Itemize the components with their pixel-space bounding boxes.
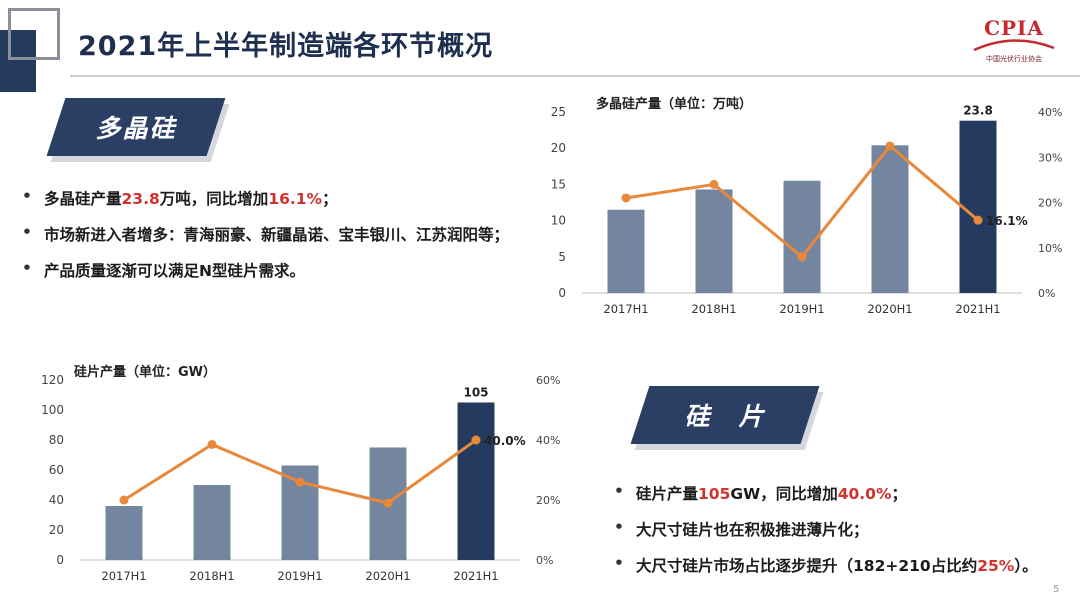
bar	[105, 506, 143, 560]
polysilicon-chart: 多晶硅产量（单位：万吨） 0 5 10 15 20 25 0% 10% 20% 30% 40% 2017…	[551, 96, 1063, 316]
y-tick-label: 20	[49, 523, 64, 537]
line-point	[885, 141, 895, 151]
bar	[607, 209, 645, 293]
x-tick-label: 2018H1	[691, 302, 736, 316]
logo-swoosh-icon	[973, 39, 1055, 52]
y2-tick-label: 30%	[1038, 151, 1062, 164]
wafer-chart: 硅片产量（单位：GW） 0 20 40 60 80 100 120 0% 20% 40% 60% 201…	[41, 364, 560, 583]
y-tick-label: 100	[41, 403, 64, 417]
bar-value-label: 23.8	[963, 104, 993, 118]
x-tick-label: 2020H1	[867, 302, 912, 316]
x-tick-label: 2019H1	[277, 569, 322, 583]
y-tick-label: 60	[49, 463, 64, 477]
x-tick-label: 2018H1	[189, 569, 234, 583]
wafer-bullets: 硅片产量105GW，同比增加40.0%； 大尺寸硅片也在积极推进薄片化； 大尺寸…	[614, 482, 1038, 576]
y2-tick-label: 0%	[1038, 287, 1055, 300]
list-item: 多晶硅产量23.8万吨，同比增加16.1%；	[22, 187, 509, 209]
y-tick-label: 5	[558, 250, 566, 264]
list-item: 产品质量逐渐可以满足N型硅片需求。	[22, 259, 509, 281]
polysilicon-banner: 多晶硅	[46, 98, 226, 156]
bar	[457, 402, 495, 560]
bar	[783, 180, 821, 293]
header-decor-block	[0, 30, 36, 92]
line-point	[797, 252, 807, 262]
line-value-label: 40.0%	[484, 434, 526, 448]
line-point	[709, 179, 719, 189]
x-tick-label: 2020H1	[365, 569, 410, 583]
polysilicon-bullets: 多晶硅产量23.8万吨，同比增加16.1%； 市场新进入者增多：青海丽豪、新疆晶…	[22, 187, 509, 281]
chart-title: 硅片产量（单位：GW）	[74, 364, 216, 380]
y-tick-label: 20	[551, 141, 566, 155]
y-tick-label: 120	[41, 373, 64, 387]
y-tick-label: 0	[56, 553, 64, 567]
list-item: 硅片产量105GW，同比增加40.0%；	[614, 482, 1038, 504]
logo-subtitle: 中国光伏行业协会	[986, 55, 1042, 63]
line-point	[295, 477, 305, 487]
bar	[871, 145, 909, 293]
y2-tick-label: 10%	[1038, 242, 1062, 255]
bar	[695, 189, 733, 293]
list-item: 大尺寸硅片也在积极推进薄片化；	[614, 518, 1038, 540]
line-value-label: 16.1%	[986, 214, 1028, 228]
y2-tick-label: 60%	[536, 374, 560, 387]
line-point	[207, 440, 217, 449]
polysilicon-banner-label: 多晶硅	[95, 114, 177, 143]
y-tick-label: 15	[551, 177, 566, 191]
bar-value-label: 105	[463, 386, 488, 400]
x-tick-label: 2019H1	[779, 302, 824, 316]
wafer-banner-label: 硅 片	[684, 402, 766, 431]
bar	[193, 485, 231, 560]
chart-title: 多晶硅产量（单位：万吨）	[596, 96, 752, 112]
line-point	[383, 498, 393, 508]
header-divider	[70, 75, 1080, 77]
y2-tick-label: 20%	[536, 494, 560, 507]
x-tick-label: 2021H1	[453, 569, 498, 583]
y-tick-label: 80	[49, 433, 64, 447]
y2-tick-label: 40%	[1038, 106, 1062, 119]
x-tick-label: 2017H1	[603, 302, 648, 316]
x-tick-label: 2017H1	[101, 569, 146, 583]
x-tick-label: 2021H1	[955, 302, 1000, 316]
line-point	[621, 193, 631, 203]
logo-text: CPIA	[984, 16, 1044, 40]
line-point	[973, 215, 983, 225]
y-tick-label: 0	[558, 286, 566, 300]
line-point	[119, 495, 129, 505]
header-decor-square	[8, 8, 60, 60]
y-tick-label: 25	[551, 105, 566, 119]
cpia-logo: CPIA 中国光伏行业协会	[966, 14, 1062, 63]
wafer-banner: 硅 片	[630, 386, 820, 444]
y-tick-label: 40	[49, 493, 64, 507]
bar	[959, 120, 997, 293]
line-point	[471, 435, 481, 445]
list-item: 市场新进入者增多：青海丽豪、新疆晶诺、宝丰银川、江苏润阳等；	[22, 223, 509, 245]
y2-tick-label: 20%	[1038, 197, 1062, 210]
page-number: 5	[1053, 584, 1060, 595]
y2-tick-label: 0%	[536, 554, 553, 567]
list-item: 大尺寸硅片市场占比逐步提升（182+210占比约25%）。	[614, 554, 1038, 576]
y-tick-label: 10	[551, 214, 566, 228]
page-title: 2021年上半年制造端各环节概况	[78, 31, 494, 62]
y2-tick-label: 40%	[536, 434, 560, 447]
